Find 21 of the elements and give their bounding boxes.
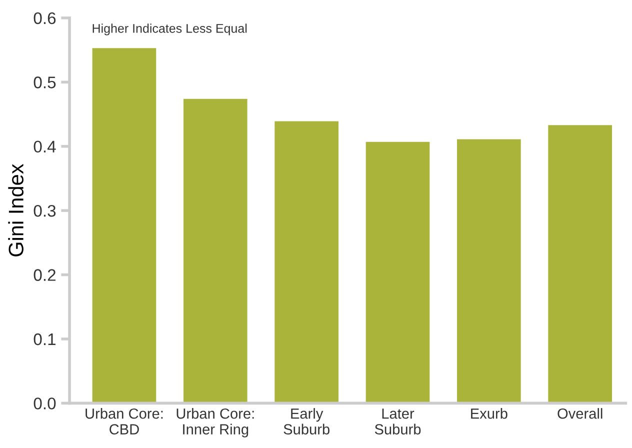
y-tick-label: 0.4 bbox=[34, 140, 56, 153]
y-tick-label: 0.5 bbox=[34, 76, 56, 88]
y-tick-label: 0.0 bbox=[34, 398, 56, 410]
x-tick-label: Urban Core: Inner Ring bbox=[176, 408, 254, 438]
bar bbox=[457, 139, 521, 404]
x-tick-label: Overall bbox=[558, 408, 602, 419]
x-tick-label: Exurb bbox=[471, 408, 508, 419]
x-tick-label: Early Suburb bbox=[284, 408, 330, 434]
y-tick-label: 0.6 bbox=[34, 12, 56, 24]
bar bbox=[183, 98, 248, 404]
y-tick-label: 0.3 bbox=[34, 204, 56, 217]
bar bbox=[92, 48, 156, 404]
x-tick-label: Later Suburb bbox=[374, 408, 421, 434]
y-axis-title: Gini Index bbox=[8, 164, 24, 256]
annotation: Higher Indicates Less Equal bbox=[92, 24, 247, 36]
x-tick-label: Urban Core: CBD bbox=[86, 408, 163, 434]
bar bbox=[274, 121, 338, 404]
bar bbox=[548, 125, 612, 404]
y-tick-label: 0.2 bbox=[34, 269, 56, 281]
bar bbox=[366, 142, 430, 404]
y-tick-label: 0.1 bbox=[34, 333, 56, 346]
